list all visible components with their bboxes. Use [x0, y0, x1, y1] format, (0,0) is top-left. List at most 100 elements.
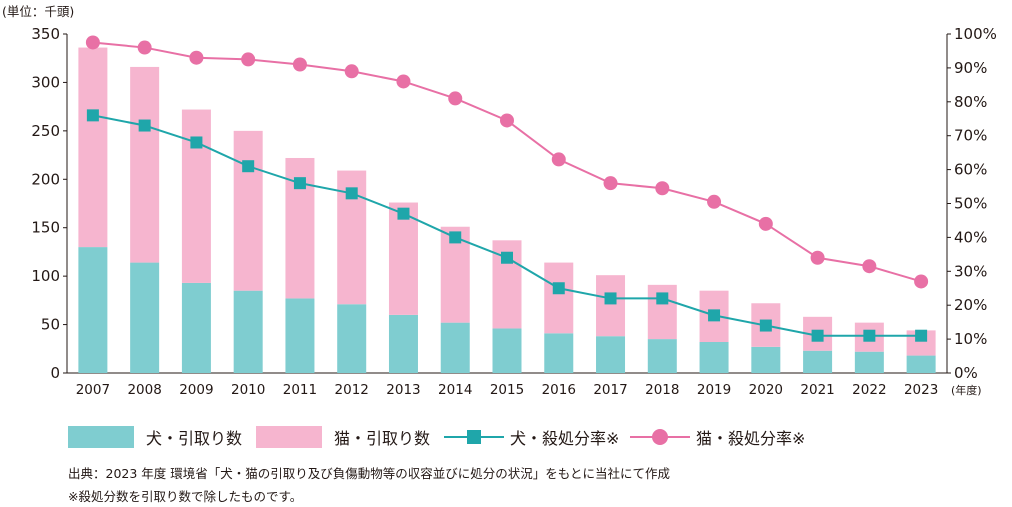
dog-rate-marker — [604, 292, 617, 305]
dog-rate-marker — [708, 309, 721, 322]
dog-rate-marker — [293, 177, 306, 190]
dog-rate-marker — [656, 292, 669, 305]
cat-intake-bar — [181, 109, 211, 283]
left-tick-label: 100 — [31, 267, 60, 285]
cat-rate-marker — [707, 194, 722, 209]
right-tick-label: 30% — [954, 262, 987, 280]
x-tick-label: 2008 — [127, 382, 161, 398]
dog-intake-bar — [803, 350, 833, 373]
footnote: ※殺処分数を引取り数で除したものです。 — [68, 489, 303, 504]
cat-rate-marker — [448, 91, 463, 106]
cat-intake-bar — [596, 275, 626, 337]
left-tick-label: 0 — [50, 364, 60, 382]
legend-label: 猫・殺処分率※ — [696, 429, 806, 448]
dog-intake-bar — [699, 342, 729, 373]
dog-rate-marker — [345, 187, 358, 200]
dog-rate-marker — [811, 329, 824, 342]
right-tick-label: 80% — [954, 93, 987, 111]
dog-intake-bar — [337, 304, 367, 373]
dog-rate-marker — [449, 231, 462, 244]
right-tick-label: 10% — [954, 330, 987, 348]
legend-label: 犬・引取り数 — [146, 429, 243, 448]
cat-intake-bar — [388, 202, 418, 315]
dog-rate-marker — [397, 207, 410, 220]
dog-intake-bar — [285, 298, 315, 373]
cat-intake-bar — [544, 262, 574, 334]
dog-intake-swatch — [68, 426, 134, 448]
dog-rate-marker — [863, 329, 876, 342]
cat-rate-marker — [85, 35, 100, 50]
dog-intake-bar — [492, 328, 522, 373]
left-tick-label: 150 — [31, 219, 60, 237]
dog-rate-marker — [552, 282, 565, 295]
legend-item-cat-intake: 猫・引取り数 — [256, 422, 430, 452]
cat-rate-marker — [137, 40, 152, 55]
left-tick-label: 350 — [31, 25, 60, 43]
cat-intake-bar — [130, 66, 160, 263]
cat-rate-marker — [914, 274, 929, 289]
legend-item-dog-intake: 犬・引取り数 — [68, 422, 242, 452]
dog-rate-marker — [190, 136, 203, 149]
right-tick-label: 40% — [954, 228, 987, 246]
legend: 犬・引取り数 猫・引取り数 犬・殺処分率※ 猫・殺処分率※ — [68, 422, 968, 452]
dog-rate-marker — [501, 251, 513, 264]
x-tick-label: 2007 — [76, 382, 110, 398]
dog-intake-bar — [388, 314, 418, 373]
cat-rate-marker — [551, 152, 566, 167]
dog-intake-bar — [181, 282, 211, 373]
x-tick-label: 2010 — [231, 382, 265, 398]
dog-rate-marker — [759, 319, 772, 332]
x-tick-label: 2022 — [852, 382, 886, 398]
legend-label: 犬・殺処分率※ — [510, 429, 620, 448]
cat-rate-marker — [292, 57, 307, 72]
dog-intake-bar — [596, 336, 626, 373]
source-note: 出典：2023 年度 環境省「犬・猫の引取り及び負傷動物等の収容並びに処分の状況… — [68, 466, 671, 481]
right-tick-label: 20% — [954, 296, 987, 314]
cat-rate-marker — [396, 74, 411, 89]
right-tick-label: 50% — [954, 195, 987, 213]
x-tick-label: 2015 — [490, 382, 524, 398]
right-tick-label: 0% — [954, 364, 978, 382]
x-tick-label: 2013 — [386, 382, 420, 398]
cat-rate-marker — [603, 176, 618, 191]
dog-rate-marker — [242, 160, 255, 173]
x-tick-label: 2017 — [593, 382, 627, 398]
tick-labels: 0 50 100 150 200 250 300 350 0% 10% 20% 30% 40% 50% 60… — [31, 25, 997, 398]
cat-rate-marker — [344, 64, 359, 79]
right-tick-label: 100% — [954, 25, 997, 43]
cat-rate-marker — [655, 181, 670, 196]
right-tick-label: 60% — [954, 161, 987, 179]
cat-intake-swatch — [256, 426, 322, 448]
x-tick-label: 2020 — [749, 382, 783, 398]
right-tick-label: 70% — [954, 127, 987, 145]
x-tick-label: 2021 — [800, 382, 834, 398]
cat-rate-marker — [862, 259, 877, 274]
dog-rate-line-icon — [444, 426, 504, 448]
cat-rate-marker — [241, 52, 256, 67]
dog-rate-marker — [86, 109, 99, 122]
x-tick-label: 2018 — [645, 382, 679, 398]
x-tick-label: 2014 — [438, 382, 472, 398]
unit-label: (単位：千頭) — [2, 4, 74, 19]
x-tick-label: 2011 — [283, 382, 317, 398]
dog-intake-bar — [906, 355, 936, 373]
dog-intake-bar — [854, 351, 884, 373]
dog-intake-bar — [440, 322, 470, 373]
legend-item-dog-rate: 犬・殺処分率※ — [444, 422, 619, 452]
legend-label: 猫・引取り数 — [334, 429, 431, 448]
left-tick-label: 50 — [41, 316, 60, 334]
dog-rate-marker — [915, 329, 928, 342]
x-tick-label: 2016 — [542, 382, 576, 398]
left-tick-label: 250 — [31, 122, 60, 140]
cat-rate-marker — [500, 113, 514, 128]
cat-intake-bar — [78, 47, 108, 248]
dog-rate-marker — [138, 119, 151, 132]
cat-rate-line-icon — [630, 426, 690, 448]
dog-intake-bar — [647, 339, 677, 373]
dog-intake-bar — [130, 262, 160, 373]
cat-intake-bar — [233, 130, 263, 291]
dog-intake-bar — [544, 333, 574, 373]
cat-rate-marker — [758, 216, 773, 231]
left-tick-label: 300 — [31, 73, 60, 91]
rate-lines — [85, 35, 929, 342]
